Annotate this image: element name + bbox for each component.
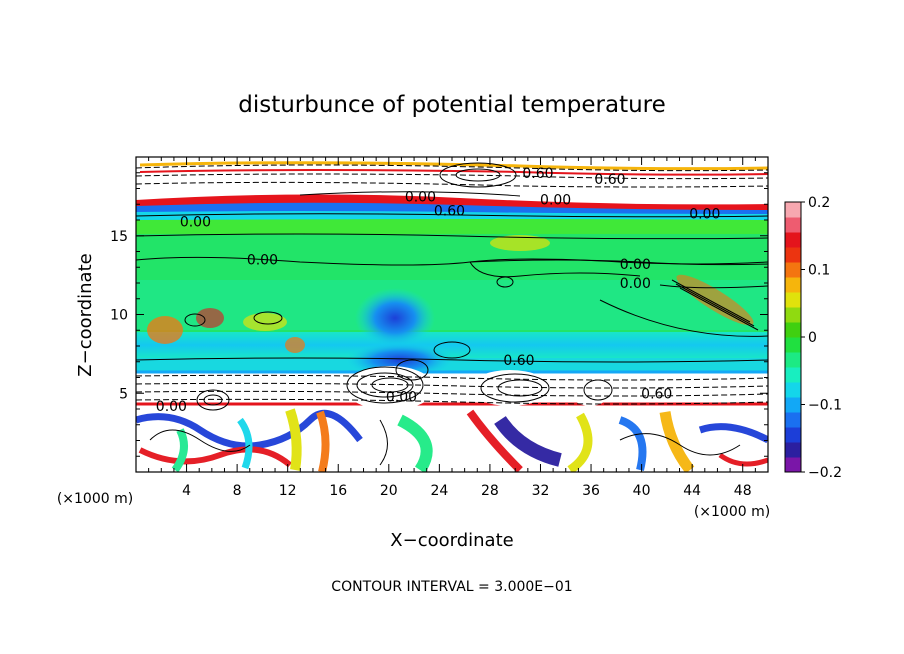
x-tick-label: 4: [182, 483, 191, 499]
colorbar-swatch: [785, 442, 801, 458]
colorbar-swatch: [785, 427, 801, 443]
x-tick-label: 36: [582, 483, 600, 499]
colorbar-swatch: [785, 307, 801, 323]
x-axis-label: X−coordinate: [390, 530, 513, 551]
colorbar-swatch: [785, 262, 801, 278]
contour-label: 0.00: [247, 252, 278, 268]
contour-label: 0.00: [156, 399, 187, 415]
colorbar-tick-label: −0.1: [808, 398, 842, 414]
colorbar-tick-label: 0: [808, 330, 817, 346]
contour-label: 0.00: [180, 215, 211, 231]
x-tick-label: 28: [481, 483, 499, 499]
x-tick-label: 44: [683, 483, 701, 499]
x-tick-label: 40: [633, 483, 651, 499]
colorbar-swatch: [785, 292, 801, 308]
x-tick-label: 20: [380, 483, 398, 499]
colorbar-swatch: [785, 232, 801, 248]
y-tick-label: 15: [110, 229, 128, 245]
colorbar-swatch: [785, 337, 801, 353]
colorbar-tick-label: −0.2: [808, 465, 842, 481]
colorbar-swatch: [785, 217, 801, 233]
colorbar-swatch: [785, 247, 801, 263]
contour-label: 0.00: [540, 193, 571, 209]
x-tick-label: 24: [430, 483, 448, 499]
contour-label: 0.00: [386, 389, 417, 405]
x-unit-left: (×1000 m): [57, 491, 133, 507]
x-tick-label: 8: [233, 483, 242, 499]
contour-labels: 0.60 0.600.000.600.000.000.000.00 0.000.00…: [156, 166, 721, 415]
convective-contours: [149, 276, 741, 466]
colorbar-swatch: [785, 457, 801, 473]
contour-interval-note: CONTOUR INTERVAL = 3.000E−01: [331, 579, 572, 595]
x-unit-right: (×1000 m): [694, 504, 770, 520]
contour-label: 0.00: [405, 189, 436, 205]
contour-lines: [136, 162, 768, 405]
x-tick-label: 16: [329, 483, 347, 499]
colorbar-swatch: [785, 322, 801, 338]
contour-label: 0.00: [689, 207, 720, 223]
colorbar: 0.2 0.1 0 −0.1 −0.2: [784, 195, 842, 481]
colorbar-swatch: [785, 397, 801, 413]
heatmap-field: [136, 157, 768, 472]
x-tick-label: 48: [734, 483, 752, 499]
contour-label: 0.00: [620, 276, 651, 292]
colorbar-swatch: [785, 352, 801, 368]
x-tick-label: 32: [532, 483, 550, 499]
colorbar-swatch: [785, 367, 801, 383]
colorbar-tick-label: 0.2: [808, 195, 830, 211]
y-axis: 5 10 15: [110, 172, 768, 457]
y-axis-label: Z−coordinate: [75, 253, 96, 376]
x-axis: 4 8 12 16 20 24 28 32 36 40 44 48: [148, 157, 756, 499]
colorbar-swatch: [785, 202, 801, 218]
contour-label: 0.60: [434, 204, 465, 220]
contour-label: 0.60: [503, 353, 534, 369]
y-tick-label: 10: [110, 308, 128, 324]
colorbar-swatch: [785, 277, 801, 293]
contour-label: 0.60: [522, 166, 553, 182]
contour-label: 0.00: [620, 257, 651, 273]
contour-label: 0.60: [594, 172, 625, 188]
x-tick-label: 12: [279, 483, 297, 499]
colorbar-swatch: [785, 412, 801, 428]
y-tick-label: 5: [119, 386, 128, 402]
colorbar-swatch: [785, 382, 801, 398]
contour-label: 0.60: [641, 386, 672, 402]
colorbar-tick-label: 0.1: [808, 263, 830, 279]
chart-title: disturbunce of potential temperature: [238, 92, 666, 118]
